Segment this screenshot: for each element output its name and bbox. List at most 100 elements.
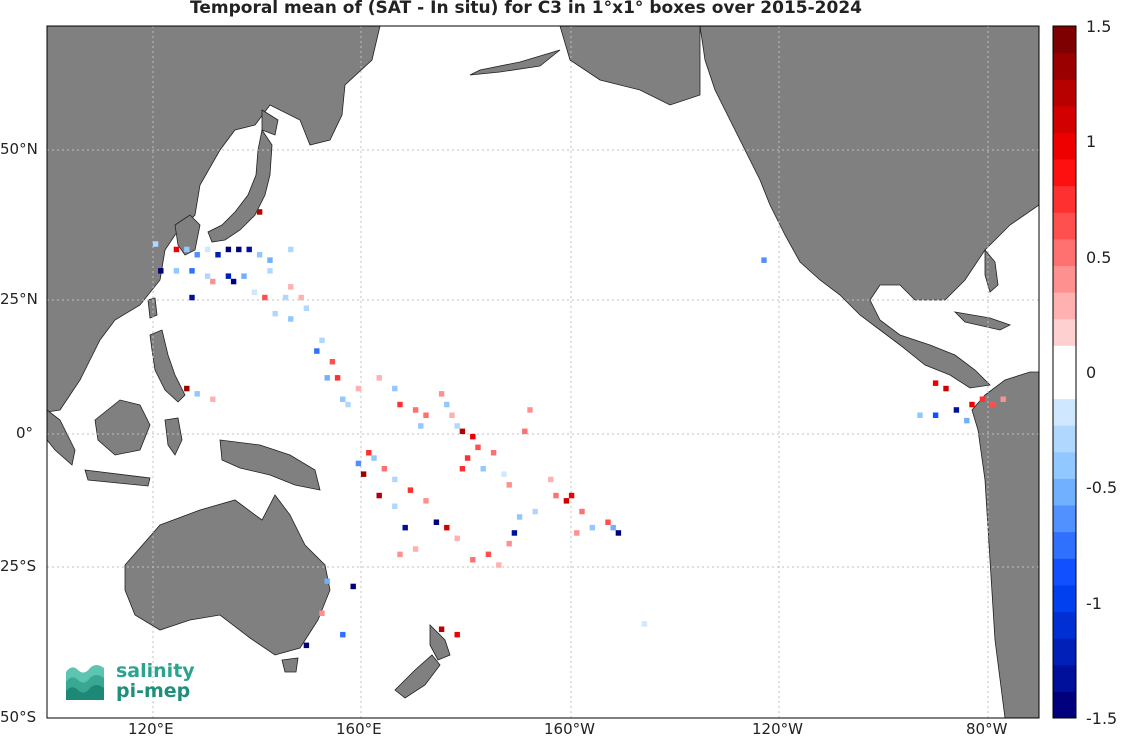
data-cell [256,252,263,258]
data-cell [402,524,408,531]
data-cell [288,246,294,253]
data-cell [470,433,476,440]
lat-tick-50s: 50°S [0,708,37,726]
colorbar-label-neg-1-5: -1.5 [1086,709,1118,728]
data-cell [366,450,372,456]
data-cell [334,375,341,381]
data-cell [340,396,346,402]
data-cell [392,385,398,392]
data-cell [990,401,996,408]
data-cell [158,268,164,274]
data-cell [376,492,382,499]
data-cell [574,530,580,536]
data-cell [371,455,377,461]
data-cell [319,610,325,616]
land-tasmania [281,657,299,673]
data-cell [969,401,975,408]
data-cell [246,246,252,253]
data-cell [464,455,471,461]
colorbar-segment [1053,398,1076,426]
land-nz-north [429,624,451,661]
data-cell [324,375,330,381]
data-cell [979,396,986,402]
data-cell [579,508,585,515]
lat-tick-0: 0° [16,424,34,442]
data-cell [444,401,450,408]
data-cell [381,466,388,472]
data-cell [267,268,273,274]
data-cell [251,289,258,295]
data-cell [459,428,466,435]
data-cell [204,246,211,253]
data-cell [397,401,403,408]
data-cell [412,407,419,413]
data-cell [527,407,533,413]
data-cell [964,417,970,424]
colorbar-label-0-5: 0.5 [1086,248,1112,267]
data-cell [230,278,237,285]
data-cell [152,241,159,247]
land-japan [207,128,273,243]
logo-text-salinity: salinity [116,660,195,682]
colorbar-segment [1053,425,1076,453]
data-cell [506,540,512,547]
data-cell [225,273,232,279]
lon-tick-120e: 120°E [128,720,174,738]
data-cell [641,621,648,627]
data-cell [303,642,310,649]
land-aleutian [469,49,561,76]
data-cell [548,476,554,483]
land-australia [124,494,331,656]
lon-tick-120w: 120°W [752,720,803,738]
data-cell [256,209,263,215]
lon-tick-160e: 160°E [336,720,382,738]
data-cell [210,278,216,285]
land-cuba [953,311,1012,331]
data-cell [1000,396,1006,402]
data-cell [262,294,268,301]
data-cell [173,246,180,253]
lon-tick-80w: 80°W [966,720,1008,738]
data-cell [943,385,949,392]
data-cell [329,359,336,365]
land-sulawesi [164,417,183,456]
data-cell [407,487,414,493]
land-sumatra [47,409,76,466]
colorbar-segment [1053,185,1076,213]
data-cell [501,471,507,477]
data-cell [480,466,486,472]
colorbar-segment [1053,372,1076,400]
map-gridlines [47,26,1039,718]
salinity-pimep-logo: salinity pi-mep [64,660,204,706]
data-cell [194,391,200,397]
data-cell [184,385,190,392]
map-frame [46,25,1040,719]
data-cell [454,423,460,429]
colorbar-segment [1053,584,1076,613]
data-cell [412,546,419,552]
land-java [84,469,151,487]
colorbar-segment [1053,664,1076,692]
colorbar-segment [1053,691,1076,719]
land-asia [47,26,381,413]
data-cell [397,551,403,558]
data-cell [189,294,195,301]
wave-logo-icon [66,665,104,700]
colorbar-segment [1053,265,1076,293]
data-cell [605,519,611,525]
colorbar-segment [1053,611,1076,639]
colorbar-segment [1053,238,1076,267]
colorbar-label-1-5: 1.5 [1086,17,1112,36]
lat-tick-25s: 25°S [0,557,37,575]
colorbar-label-neg-0-5: -0.5 [1086,478,1118,497]
colorbar-segment [1053,212,1076,240]
lat-tick-50n: 50°N [0,140,38,158]
data-cell [184,246,190,253]
land-masses [47,26,1039,718]
data-cell [350,583,356,590]
data-cell [210,396,216,402]
data-cell [288,316,294,322]
colorbar-label-0: 0 [1086,363,1097,382]
colorbar-label-1: 1 [1086,132,1097,151]
colorbar-frame [1052,25,1077,719]
